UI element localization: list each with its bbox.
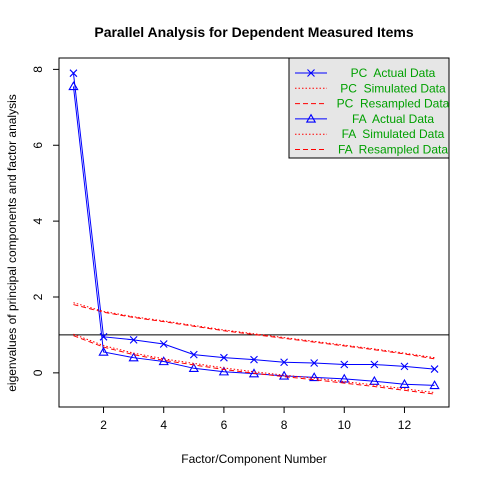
data-point-pc-actual-data: [340, 360, 349, 369]
legend-box: [288, 57, 450, 159]
legend-marker: [305, 113, 317, 123]
data-point-pc-actual-data: [220, 353, 228, 362]
data-point-pc-actual-data: [250, 355, 258, 364]
data-point-pc-actual-data: [400, 362, 409, 371]
x-axis-label: Factor/Component Number: [181, 452, 326, 466]
data-point-pc-actual-data: [430, 365, 439, 373]
plot-area: 2 4 6 8 10 12 0 2 4 6 8: [31, 57, 450, 432]
data-point-fa-actual-data: [399, 378, 410, 388]
data-point-pc-actual-data: [370, 360, 379, 369]
legend-marker: [307, 69, 315, 77]
legend-label: FA Resampled Data: [338, 143, 448, 157]
data-point-pc-actual-data: [159, 340, 168, 348]
legend-label: PC Simulated Data: [340, 81, 446, 95]
chart-title: Parallel Analysis for Dependent Measured…: [94, 24, 413, 40]
data-point-fa-actual-data: [68, 81, 79, 91]
data-point-pc-actual-data: [310, 359, 319, 367]
data-point-fa-actual-data: [429, 380, 440, 390]
plot-frame: [58, 57, 450, 408]
legend-label: FA Simulated Data: [342, 127, 445, 141]
data-point-pc-actual-data: [280, 358, 288, 367]
x-tick-label: 10: [338, 418, 352, 432]
data-point-fa-actual-data: [128, 352, 139, 362]
y-tick-label: 4: [31, 217, 45, 224]
x-tick-label: 8: [281, 418, 288, 432]
x-tick-label: 12: [398, 418, 412, 432]
series-line-pc-simulated-data: [73, 302, 435, 359]
data-point-fa-actual-data: [369, 375, 380, 385]
legend-label: FA Actual Data: [352, 112, 434, 126]
data-point-fa-actual-data: [218, 366, 230, 376]
series-line-pc-resampled-data: [73, 304, 435, 360]
data-point-fa-actual-data: [188, 362, 199, 373]
y-tick-label: 2: [31, 293, 45, 300]
data-point-pc-actual-data: [189, 350, 198, 359]
x-tick-label: 4: [160, 418, 167, 432]
data-point-pc-actual-data: [129, 335, 138, 344]
series-line-fa-resampled-data: [73, 335, 435, 395]
x-tick-label: 2: [100, 418, 107, 432]
y-tick-label: 8: [31, 66, 45, 73]
series-line-fa-simulated-data: [73, 333, 435, 394]
data-point-fa-actual-data: [309, 372, 320, 382]
legend-label: PC Actual Data: [351, 66, 436, 80]
y-tick-label: 6: [31, 142, 45, 149]
y-axis-label: eigenvalues of principal components and …: [5, 94, 19, 392]
data-point-fa-actual-data: [339, 373, 350, 383]
y-tick-label: 0: [31, 369, 45, 376]
data-point-pc-actual-data: [69, 69, 78, 78]
data-point-fa-actual-data: [98, 346, 109, 356]
x-tick-label: 6: [221, 418, 228, 432]
legend-label: PC Resampled Data: [337, 97, 450, 111]
